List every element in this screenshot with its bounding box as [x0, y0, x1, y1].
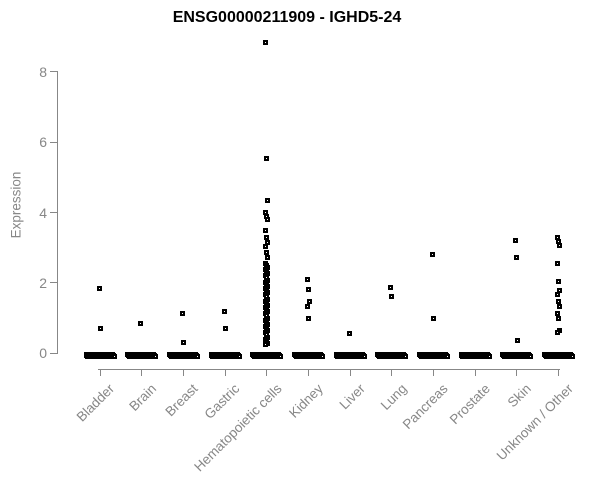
data-point-marker: [221, 309, 227, 315]
data-point-marker: [389, 294, 395, 300]
data-point-marker: [263, 244, 269, 250]
x-axis-tick: [474, 369, 476, 376]
y-axis-tick: [50, 352, 57, 354]
x-axis-tick: [182, 369, 184, 376]
data-point-marker: [180, 340, 186, 346]
x-axis-tick: [224, 369, 226, 376]
x-axis-tick: [141, 369, 143, 376]
y-tick-label: 8: [39, 63, 47, 80]
x-axis-tick: [99, 369, 101, 376]
x-tick-label: Skin: [505, 381, 535, 411]
data-point-marker: [264, 234, 270, 240]
x-axis-tick: [432, 369, 434, 376]
x-tick-label: Gastric: [201, 381, 243, 422]
data-point-marker: [444, 353, 450, 359]
data-point-marker: [111, 353, 117, 359]
x-tick-label: Prostate: [446, 381, 493, 428]
data-point-marker: [304, 276, 310, 282]
data-point-marker: [305, 287, 311, 293]
data-point-marker: [305, 315, 311, 321]
data-point-marker: [265, 255, 271, 261]
y-tick-label: 0: [39, 345, 47, 362]
data-point-marker: [263, 227, 269, 233]
x-tick-label: Lung: [377, 381, 410, 413]
data-point-marker: [346, 330, 352, 336]
x-axis-tick: [557, 369, 559, 376]
data-point-marker: [555, 279, 561, 285]
data-point-marker: [554, 310, 560, 316]
data-point-marker: [403, 353, 409, 359]
x-tick-label: Bladder: [74, 381, 118, 425]
x-axis-tick: [266, 369, 268, 376]
data-point-marker: [388, 284, 394, 290]
data-point-marker: [555, 238, 561, 244]
data-point-marker: [194, 353, 200, 359]
x-axis-tick: [516, 369, 518, 376]
y-axis-label: Expression: [8, 171, 24, 239]
y-axis-tick: [50, 282, 57, 284]
data-point-marker: [514, 255, 520, 261]
data-point-marker: [429, 251, 435, 257]
data-point-marker: [138, 320, 144, 326]
data-point-marker: [361, 353, 367, 359]
data-point-marker: [236, 353, 242, 359]
data-point-marker: [556, 243, 562, 249]
x-tick-label: Kidney: [286, 381, 326, 421]
data-point-marker: [319, 353, 325, 359]
data-point-marker: [153, 353, 159, 359]
y-axis-tick: [50, 212, 57, 213]
data-point-marker: [265, 198, 271, 204]
x-axis-line: [98, 369, 560, 370]
data-point-marker: [263, 342, 269, 348]
data-point-marker: [97, 325, 103, 331]
data-point-marker: [555, 299, 561, 305]
data-point-marker: [554, 329, 560, 335]
data-point-marker: [554, 291, 560, 297]
data-point-marker: [430, 315, 436, 321]
x-tick-label: Liver: [336, 381, 368, 413]
y-tick-label: 4: [39, 204, 47, 221]
data-point-marker: [222, 325, 228, 331]
data-point-marker: [96, 285, 102, 291]
y-axis-tick: [50, 141, 57, 143]
x-axis-tick: [349, 369, 351, 376]
data-point-marker: [486, 353, 492, 359]
data-point-marker: [306, 299, 312, 305]
data-point-marker: [265, 239, 271, 245]
data-point-marker: [569, 353, 575, 359]
data-point-marker: [556, 304, 562, 310]
data-point-marker: [528, 353, 534, 359]
data-point-marker: [515, 337, 521, 343]
data-point-marker: [179, 310, 185, 316]
x-tick-label: Breast: [162, 381, 201, 420]
data-point-marker: [264, 156, 270, 162]
data-point-marker: [264, 250, 270, 256]
data-point-marker: [304, 304, 310, 310]
data-point-marker: [555, 315, 561, 321]
x-tick-label: Unknown / Other: [493, 381, 576, 464]
data-point-marker: [554, 261, 560, 267]
y-tick-label: 2: [39, 274, 47, 291]
y-axis-tick: [50, 71, 57, 73]
data-point-marker: [513, 237, 519, 243]
y-axis-line: [57, 71, 58, 354]
x-axis-tick: [391, 369, 393, 376]
chart-title: ENSG00000211909 - IGHD5-24: [172, 9, 402, 26]
x-tick-label: Brain: [126, 381, 160, 414]
data-point-marker: [265, 217, 271, 223]
y-tick-label: 6: [39, 134, 47, 151]
data-point-marker: [278, 353, 284, 359]
x-axis-tick: [307, 369, 309, 376]
data-point-marker: [263, 39, 269, 45]
